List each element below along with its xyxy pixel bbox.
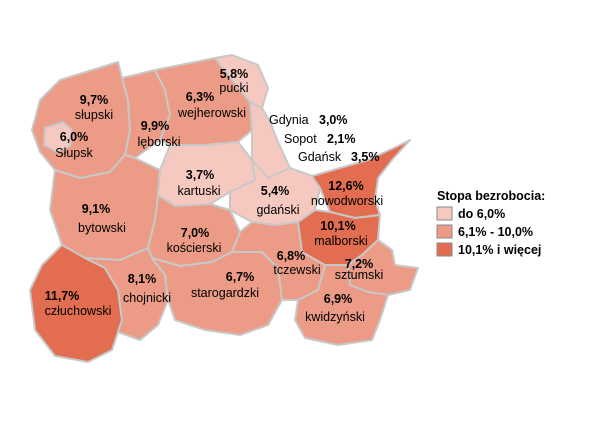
- label-name-gdanski: gdański: [256, 203, 299, 217]
- label-value-tczewski: 6,8%: [277, 249, 306, 263]
- label-name-sztumski: sztumski: [335, 268, 384, 282]
- label-name-kartuski: kartuski: [177, 184, 220, 198]
- city-labels: Gdynia 3,0% Sopot 2,1% Gdańsk 3,5%: [269, 113, 380, 164]
- region-labels: 5,8% pucki 9,7% słupski 6,0% Słupsk 6,3%…: [45, 67, 384, 324]
- label-value-kwidzynski: 6,9%: [324, 292, 353, 306]
- label-value-slupski: 9,7%: [80, 93, 109, 107]
- legend-swatch-mid: [436, 224, 453, 239]
- label-value-slupsk: 6,0%: [60, 130, 89, 144]
- legend-label-low: do 6,0%: [458, 207, 505, 221]
- label-value-gdanski: 5,4%: [261, 184, 290, 198]
- legend-swatch-high: [436, 242, 453, 257]
- label-name-pucki: pucki: [219, 81, 248, 95]
- label-name-czluchowski: człuchowski: [45, 304, 112, 318]
- label-name-leborski: lęborski: [137, 135, 180, 149]
- region-slupsk: [43, 121, 73, 153]
- label-value-bytowski: 9,1%: [82, 202, 111, 216]
- label-name-wejherowski: wejherowski: [177, 106, 246, 120]
- legend: Stopa bezrobocia: do 6,0% 6,1% - 10,0% 1…: [436, 189, 545, 257]
- label-name-sopot: Sopot: [284, 132, 317, 146]
- label-name-nowodworski: nowodworski: [311, 194, 383, 208]
- region-chojnicki: [84, 247, 169, 341]
- label-value-koscierski: 7,0%: [181, 226, 210, 240]
- label-value-chojnicki: 8,1%: [128, 272, 157, 286]
- label-value-wejherowski: 6,3%: [186, 90, 215, 104]
- label-name-koscierski: kościerski: [167, 241, 222, 255]
- legend-title: Stopa bezrobocia:: [437, 189, 545, 203]
- label-value-malborski: 10,1%: [320, 219, 355, 233]
- label-name-gdynia: Gdynia: [269, 113, 309, 127]
- label-value-nowodworski: 12,6%: [328, 179, 363, 193]
- label-value-starogardzki: 6,7%: [226, 270, 255, 284]
- label-value-czluchowski: 11,7%: [45, 289, 80, 303]
- label-name-gdansk: Gdańsk: [298, 150, 342, 164]
- legend-swatch-low: [436, 206, 453, 221]
- label-name-slupsk: Słupsk: [55, 146, 93, 160]
- label-value-leborski: 9,9%: [141, 119, 170, 133]
- legend-label-mid: 6,1% - 10,0%: [458, 225, 533, 239]
- label-name-bytowski: bytowski: [78, 221, 126, 235]
- label-name-kwidzynski: kwidzyński: [305, 310, 365, 324]
- label-name-tczewski: tczewski: [273, 263, 320, 277]
- legend-label-high: 10,1% i więcej: [458, 243, 541, 257]
- label-value-sopot: 2,1%: [327, 132, 356, 146]
- label-value-sztumski: 7,2%: [345, 257, 374, 271]
- label-value-gdynia: 3,0%: [319, 113, 348, 127]
- region-kwidzynski: [294, 264, 389, 346]
- region-pucki: [214, 54, 269, 109]
- label-name-chojnicki: chojnicki: [123, 291, 171, 305]
- label-name-starogardzki: starogardzki: [191, 286, 259, 300]
- label-name-slupski: słupski: [75, 108, 113, 122]
- region-starogardzki: [151, 251, 283, 336]
- label-value-gdansk: 3,5%: [351, 150, 380, 164]
- label-value-pucki: 5,8%: [220, 67, 249, 81]
- label-name-malborski: malborski: [314, 234, 368, 248]
- label-value-kartuski: 3,7%: [186, 168, 215, 182]
